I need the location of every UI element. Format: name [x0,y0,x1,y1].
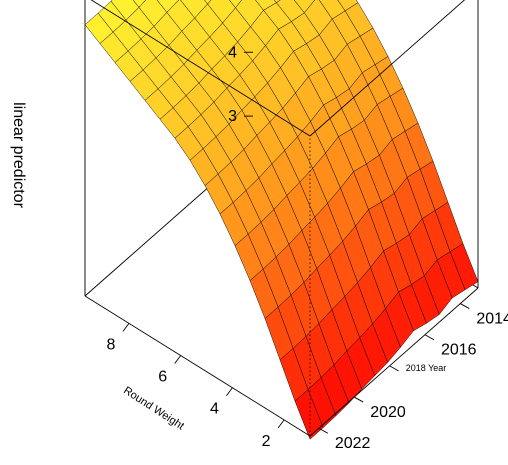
y-tick-label: 2022 [335,435,371,452]
y-tick-mark [318,427,329,434]
x-tick-mark [226,387,233,396]
plot-box-front [84,0,479,437]
y-tick-mark [353,396,364,403]
x-tick-mark [174,355,182,364]
y-tick-mark [424,334,435,341]
y-tick-label: 2020 [370,404,406,421]
surface-facet [294,389,324,440]
x-tick-label: 4 [210,401,219,418]
box-edge-front [309,0,466,137]
y-axis-title: 2018 Year [406,363,447,373]
x-tick-label: 2 [262,433,271,450]
surface-mesh [84,0,479,440]
z-axis: 34567 [228,44,253,125]
surface-facet [273,0,281,3]
x-tick-label: 8 [107,336,116,353]
y-axis: 2014 2016 2020 2022 [318,303,508,452]
z-tick-label: 4 [228,44,237,61]
y-tick-label: 2014 [476,311,508,328]
box-edge-front [309,287,479,437]
y-tick-mark [460,303,470,309]
x-tick-label: 6 [158,369,167,386]
surface-facet [204,0,212,5]
y-tick-label: 2016 [441,342,477,359]
z-tick-label: 3 [228,108,237,125]
box-edge-front [84,295,311,437]
box-edge-front [90,0,311,137]
x-axis-title: Round Weight [121,385,186,433]
x-axis: 2 4 6 8 [107,323,285,450]
z-axis-title: linear predictor [10,102,27,209]
x-tick-mark [277,419,285,429]
x-tick-mark [122,323,130,332]
y-tick-mark [389,365,399,372]
